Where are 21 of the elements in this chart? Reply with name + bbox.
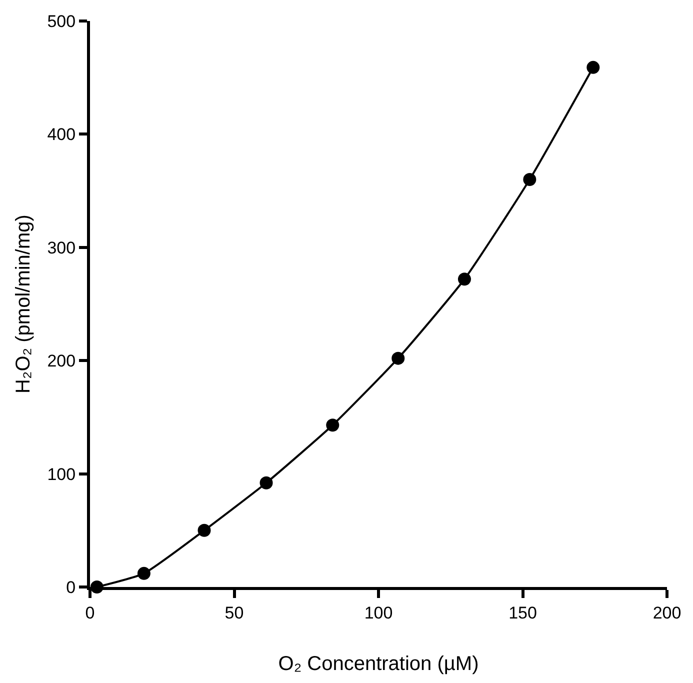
point (458, 272, 471, 286)
point (326, 418, 340, 432)
point (198, 524, 211, 537)
point (137, 566, 150, 580)
x-tick-label: 100 (364, 603, 393, 622)
y-tick-label: 500 (47, 12, 76, 31)
y-tick-label: 300 (47, 238, 76, 258)
x-tick-label: 0 (85, 603, 95, 622)
x-axis-title: O₂ Concentration (µM) (278, 652, 479, 675)
y-tick-label: 200 (47, 352, 76, 371)
y-axis-title: H₂O₂ (pmol/min/mg) (12, 214, 35, 394)
point (260, 476, 273, 490)
point (392, 352, 405, 365)
x-tick-label: 150 (508, 603, 537, 622)
y-tick-label: 400 (47, 125, 76, 144)
point (523, 172, 536, 186)
x-tick-label: 50 (224, 603, 244, 622)
point (586, 60, 600, 74)
y-tick-label: 0 (66, 578, 76, 597)
y-tick-label: 100 (47, 464, 76, 484)
x-tick-label: 200 (652, 603, 682, 622)
